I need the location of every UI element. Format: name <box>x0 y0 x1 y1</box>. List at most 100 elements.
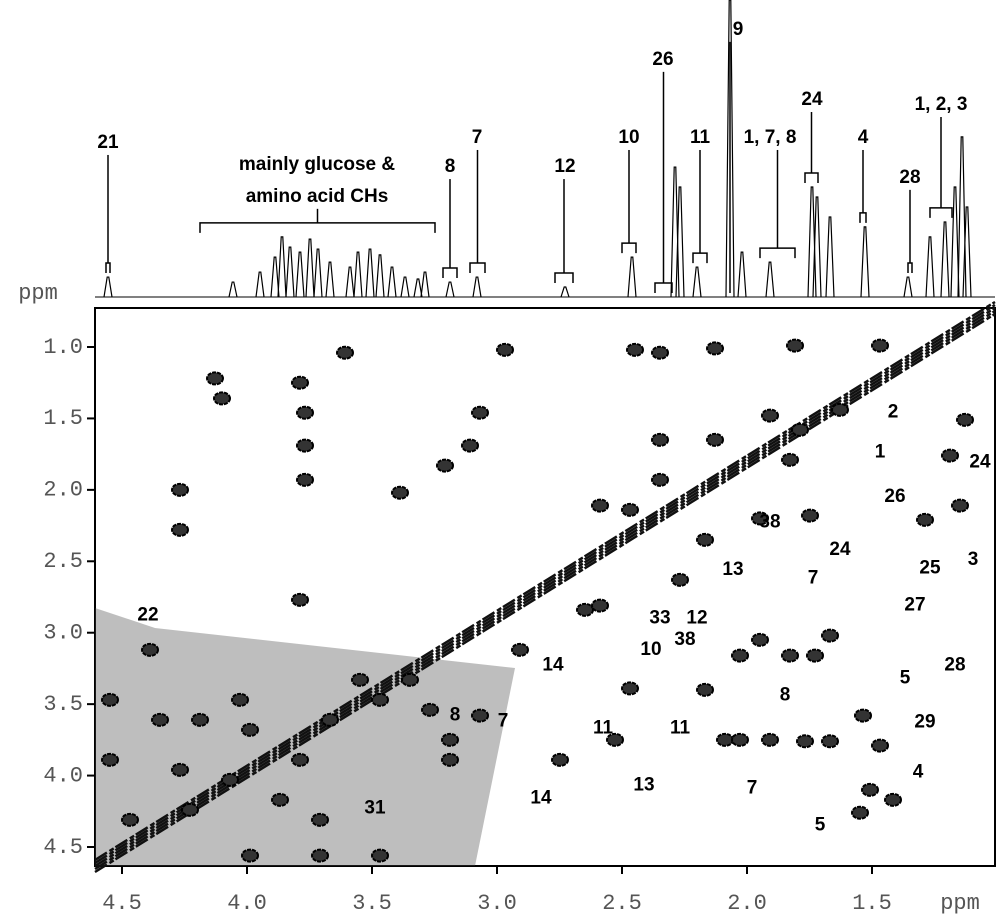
peak-label: mainly glucose & <box>239 154 396 175</box>
spectrum-peak <box>560 286 570 298</box>
cross-peak <box>371 848 389 863</box>
peak-label: 5 <box>900 667 911 688</box>
peak-label: 27 <box>904 595 925 616</box>
bracket <box>199 222 436 233</box>
cross-peak <box>421 702 439 717</box>
cross-peak <box>441 732 459 747</box>
peak-label: 22 <box>137 605 158 626</box>
cross-peak <box>801 508 819 523</box>
cross-peak <box>591 498 609 513</box>
y-tick-label: 1.5 <box>43 406 83 431</box>
cross-peak <box>916 512 934 527</box>
cross-peak <box>441 752 459 767</box>
peak-label: 24 <box>801 89 823 110</box>
diagonal-ridge <box>94 303 996 865</box>
spectrum-peak <box>277 236 287 298</box>
spectrum-peak <box>270 256 280 298</box>
cross-peak <box>141 642 159 657</box>
cross-peak <box>871 738 889 753</box>
cross-peak <box>121 812 139 827</box>
cross-peak <box>391 485 409 500</box>
cross-peak <box>606 732 624 747</box>
y-tick-label: 3.0 <box>43 621 83 646</box>
spectrum-peak <box>675 186 685 298</box>
peak-label: 13 <box>722 559 743 580</box>
cross-peak <box>191 712 209 727</box>
peak-label: 24 <box>829 539 851 560</box>
cross-peak <box>231 692 249 707</box>
bracket <box>442 267 458 279</box>
spectrum-peak <box>825 216 835 298</box>
cross-peak <box>761 732 779 747</box>
cross-peak <box>591 598 609 613</box>
peak-label: 7 <box>808 567 819 588</box>
peak-label: 8 <box>450 705 461 726</box>
cross-peak <box>351 672 369 687</box>
peak-label: 7 <box>747 777 758 798</box>
spectrum-peak <box>353 251 363 298</box>
cross-peak <box>751 511 769 526</box>
peak-label: 1, 7, 8 <box>744 127 797 148</box>
peak-label: amino acid CHs <box>246 186 389 207</box>
peak-label: 33 <box>649 607 670 628</box>
cross-peak <box>461 438 479 453</box>
cross-peak <box>696 682 714 697</box>
cross-peak <box>401 672 419 687</box>
spectrum-peak <box>472 276 482 298</box>
spectrum-peak <box>812 196 822 298</box>
cross-peak <box>471 405 489 420</box>
cross-peak <box>796 734 814 749</box>
spectrum-peak <box>925 236 935 298</box>
cross-peak <box>806 648 824 663</box>
cross-peak <box>696 532 714 547</box>
x-tick-label: 4.0 <box>227 891 267 916</box>
x-tick-label: 3.0 <box>477 891 517 916</box>
peak-label: 26 <box>884 486 905 507</box>
peak-label: 7 <box>472 127 483 148</box>
bracket <box>621 242 637 254</box>
peak-label: 38 <box>674 629 695 650</box>
peak-label: 21 <box>97 132 119 153</box>
peak-label: 4 <box>913 762 924 783</box>
peak-label: 14 <box>542 655 564 676</box>
y-tick-label: 2.5 <box>43 549 83 574</box>
spectrum-peak <box>255 271 265 298</box>
cross-peak <box>651 472 669 487</box>
bracket <box>859 212 867 223</box>
cross-peak <box>706 341 724 356</box>
y-tick-label: 1.0 <box>43 335 83 360</box>
cross-peak <box>851 805 869 820</box>
cross-peak <box>791 422 809 437</box>
cross-peak <box>871 338 889 353</box>
y-tick-label: 3.5 <box>43 692 83 717</box>
spectrum-peak <box>400 276 410 298</box>
bracket <box>469 262 486 274</box>
peak-label: 11 <box>593 717 614 738</box>
cross-peak <box>206 371 224 386</box>
cross-peak <box>706 432 724 447</box>
spectrum-peak <box>375 254 385 298</box>
cross-peak <box>671 572 689 587</box>
peak-label: 31 <box>364 797 386 818</box>
x-tick-label: 1.5 <box>852 891 892 916</box>
cross-peak <box>321 712 339 727</box>
peak-label: 26 <box>652 49 673 70</box>
spectrum-peak <box>737 251 747 298</box>
spectrum-peak <box>903 276 913 298</box>
spectrum-peak <box>860 226 870 298</box>
peak-label: 14 <box>530 787 552 808</box>
cross-peak <box>296 405 314 420</box>
peak-label: 12 <box>554 156 575 177</box>
cross-peak <box>296 472 314 487</box>
peak-label: 5 <box>815 815 826 836</box>
spectrum-peak <box>103 276 113 298</box>
spectrum-peak <box>413 278 423 298</box>
bracket <box>907 262 913 274</box>
spectrum-peak <box>420 271 430 298</box>
cross-peak <box>291 592 309 607</box>
x-tick-label: 3.5 <box>352 891 392 916</box>
cross-peak <box>296 438 314 453</box>
spectrum-peak <box>295 251 305 298</box>
spectrum-peak <box>305 238 315 298</box>
cross-peak <box>101 692 119 707</box>
